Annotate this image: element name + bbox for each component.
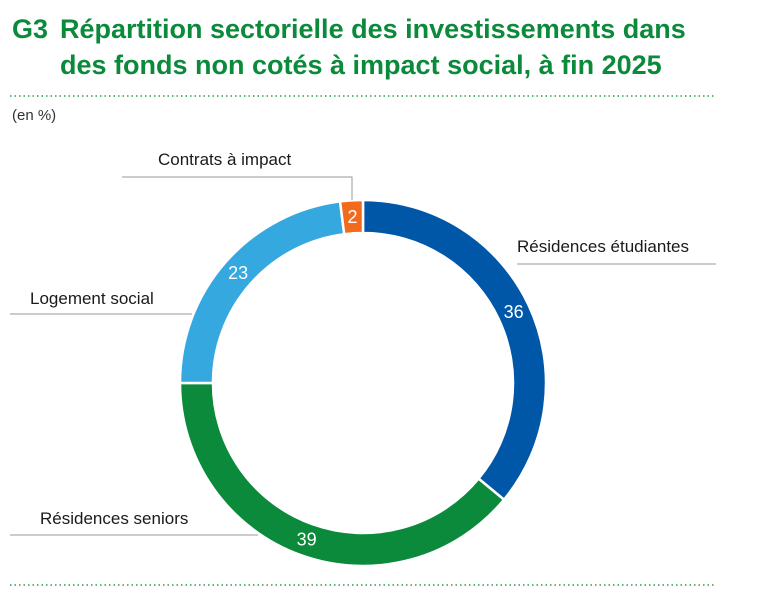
unit-label: (en %) xyxy=(12,107,56,124)
category-label-residences-etudiantes: Résidences étudiantes xyxy=(517,237,689,256)
category-label-logement-social: Logement social xyxy=(30,289,154,308)
chart-title-line2: des fonds non cotés à impact social, à f… xyxy=(60,50,662,80)
value-label-residences-etudiantes: 36 xyxy=(504,302,524,322)
leader-lines: Résidences étudiantes Résidences seniors L… xyxy=(10,150,716,536)
donut-slices xyxy=(178,198,548,568)
data-labels: 36 39 23 2 xyxy=(228,207,524,550)
leader-contrats-a-impact xyxy=(122,176,353,200)
chart-title-line1: Répartition sectorielle des investisseme… xyxy=(60,14,686,44)
slice-residences-seniors xyxy=(178,381,506,568)
category-label-residences-seniors: Résidences seniors xyxy=(40,509,188,528)
value-label-residences-seniors: 39 xyxy=(297,530,317,550)
slice-contrats-a-impact xyxy=(338,198,365,236)
value-label-logement-social: 23 xyxy=(228,263,248,283)
slice-logement-social xyxy=(178,200,346,385)
category-label-contrats-a-impact: Contrats à impact xyxy=(158,150,291,169)
figure-code: G3 xyxy=(12,14,48,44)
value-label-contrats-a-impact: 2 xyxy=(348,207,358,227)
